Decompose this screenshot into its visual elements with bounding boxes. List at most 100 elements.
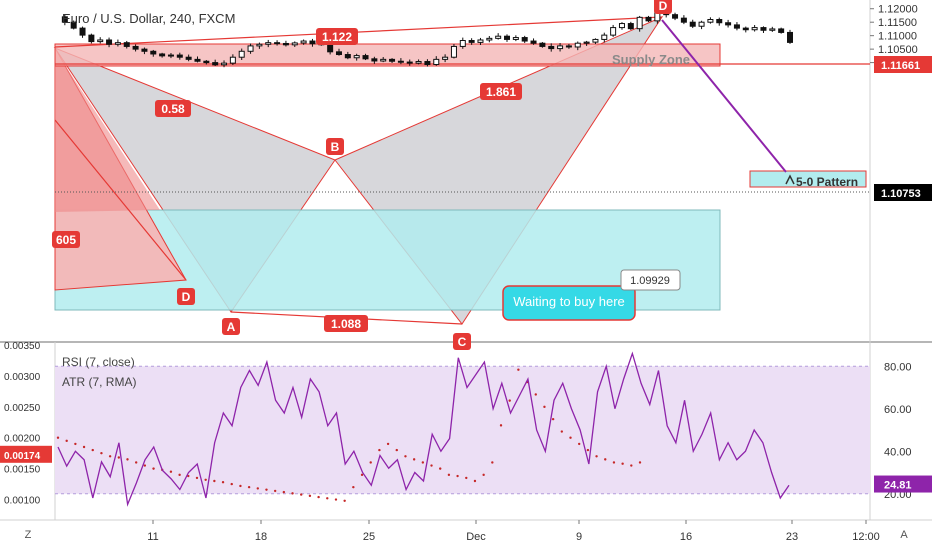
candle-body bbox=[450, 45, 457, 58]
atr-point bbox=[456, 474, 459, 478]
atr-point bbox=[534, 393, 537, 396]
candle-body bbox=[415, 61, 422, 64]
arrow-icon bbox=[785, 174, 795, 185]
atr-point bbox=[430, 464, 433, 467]
rsi-last-tag bbox=[874, 475, 932, 493]
candle-body bbox=[698, 21, 705, 27]
candle-body bbox=[203, 60, 210, 64]
time-tick-label: 11 bbox=[147, 531, 158, 543]
atr-point bbox=[560, 430, 564, 433]
candle-body bbox=[618, 23, 625, 29]
atr-tick-label: 0.00150 bbox=[4, 465, 41, 476]
ratio-label-1088: 1.088 bbox=[331, 317, 361, 331]
atr-point bbox=[577, 442, 581, 446]
atr-point bbox=[213, 479, 216, 483]
candle-body bbox=[477, 39, 484, 43]
atr-point bbox=[239, 484, 242, 488]
candle-body bbox=[167, 54, 174, 57]
candle-body bbox=[380, 58, 387, 62]
ratio-label-1122: 1.122 bbox=[322, 30, 352, 44]
atr-last-tag-text: 0.00174 bbox=[4, 451, 41, 462]
candlesticks bbox=[61, 8, 793, 68]
candle-body bbox=[557, 45, 564, 50]
point-label-a: A bbox=[227, 320, 236, 334]
candle-body bbox=[194, 58, 201, 62]
atr-point bbox=[378, 448, 381, 452]
rsi-tick-label: 60.00 bbox=[884, 404, 912, 416]
atr-tick-label: 0.00200 bbox=[4, 434, 41, 445]
rsi-tick-label: 80.00 bbox=[884, 361, 912, 373]
candle-body bbox=[327, 43, 334, 53]
price-note-text: 1.09929 bbox=[630, 275, 670, 287]
candle-body bbox=[787, 31, 793, 43]
last-price-tag-text: 1.10753 bbox=[881, 188, 921, 200]
atr-point bbox=[499, 424, 503, 427]
supply-price-tag-text: 1.11661 bbox=[881, 60, 920, 72]
supply-price-tag bbox=[874, 56, 932, 73]
candle-body bbox=[362, 55, 369, 60]
candle-body bbox=[733, 24, 740, 29]
candle-body bbox=[468, 40, 475, 43]
candle-body bbox=[291, 42, 298, 46]
pattern-5-0-label: 5-0 Pattern bbox=[796, 175, 858, 189]
candle-body bbox=[548, 45, 555, 50]
atr-point bbox=[134, 461, 138, 464]
candle-body bbox=[672, 14, 679, 19]
point-label-d-top-box bbox=[654, 0, 672, 14]
candle-body bbox=[256, 43, 263, 47]
candle-body bbox=[132, 45, 139, 50]
candle-body bbox=[592, 38, 599, 43]
atr-point bbox=[282, 490, 286, 494]
candle-body bbox=[397, 60, 404, 63]
pattern-drawings bbox=[53, 15, 870, 325]
price-tick-label: 1.10500 bbox=[878, 44, 918, 56]
candle-body bbox=[636, 16, 643, 30]
candle-body bbox=[406, 61, 413, 64]
candle-body bbox=[106, 39, 113, 45]
candle-body bbox=[344, 54, 351, 59]
atr-point bbox=[169, 470, 173, 473]
candle-body bbox=[486, 37, 493, 41]
time-tick-label: 18 bbox=[255, 531, 267, 543]
candle-body bbox=[274, 42, 281, 45]
time-tick-label: 23 bbox=[786, 531, 798, 543]
time-tick-label: 16 bbox=[680, 531, 692, 543]
waiting-callout-text: Waiting to buy here bbox=[513, 294, 625, 309]
atr-tick-label: 0.00250 bbox=[4, 403, 41, 414]
candle-body bbox=[61, 16, 68, 23]
auto-scale-button: A bbox=[900, 529, 908, 541]
candle-body bbox=[335, 51, 342, 56]
xd-leg bbox=[54, 16, 663, 48]
candle-body bbox=[645, 16, 652, 22]
ratio-label-1088-box bbox=[324, 315, 368, 332]
atr-legend: ATR (7, RMA) bbox=[62, 375, 136, 389]
candle-body bbox=[769, 28, 776, 31]
atr-point bbox=[595, 455, 598, 458]
candle-body bbox=[778, 28, 785, 33]
candle-body bbox=[442, 56, 449, 60]
atr-point bbox=[465, 476, 468, 480]
ratio-label-1861: 1.861 bbox=[486, 85, 516, 99]
point-label-c: C bbox=[458, 335, 467, 349]
point-label-d-small: D bbox=[182, 290, 191, 304]
atr-point bbox=[65, 439, 68, 443]
atr-point bbox=[395, 448, 398, 452]
atr-point bbox=[256, 487, 259, 490]
atr-point bbox=[326, 497, 329, 500]
atr-point bbox=[195, 476, 199, 480]
candle-body bbox=[88, 34, 95, 43]
point-label-d-small-box bbox=[177, 288, 195, 305]
atr-point bbox=[508, 399, 511, 402]
candle-body bbox=[760, 27, 767, 31]
atr-point bbox=[143, 464, 147, 467]
ratio-label-1861-box bbox=[480, 83, 522, 100]
point-label-b: B bbox=[331, 140, 340, 154]
candle-body bbox=[716, 19, 723, 24]
atr-point bbox=[178, 473, 181, 477]
atr-tick-label: 0.00100 bbox=[4, 496, 41, 507]
candle-body bbox=[371, 58, 378, 62]
candle-body bbox=[689, 21, 696, 27]
rsi-band bbox=[55, 366, 870, 494]
time-tick-label: 12:00 bbox=[852, 531, 880, 543]
atr-point bbox=[308, 494, 312, 498]
